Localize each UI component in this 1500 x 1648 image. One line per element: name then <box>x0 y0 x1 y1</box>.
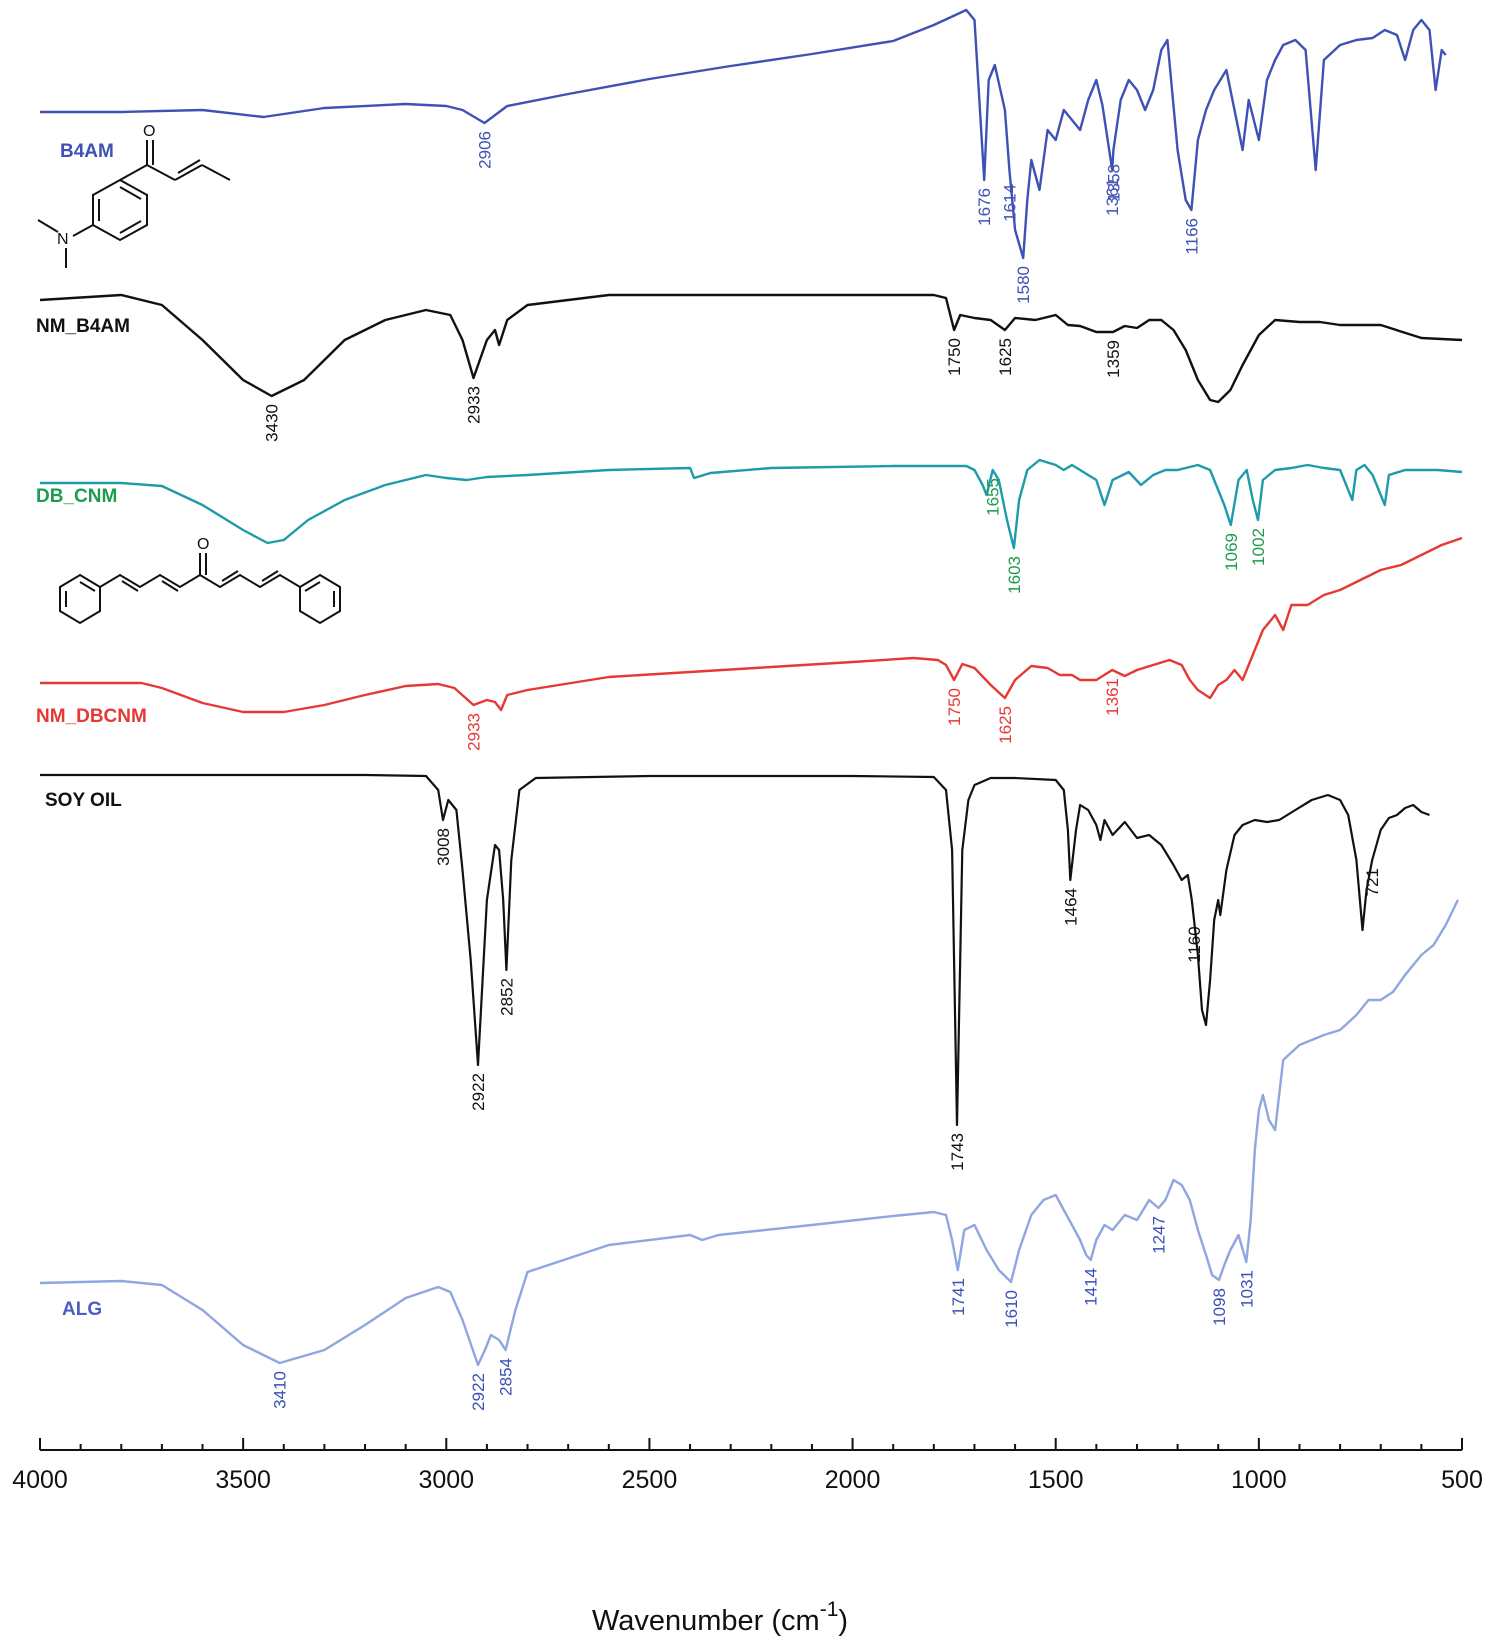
peak-label: 1247 <box>1150 1216 1169 1254</box>
spectrum-line-alg <box>39 899 1459 1367</box>
series-name-db-cnm: DB_CNM <box>36 486 117 507</box>
series-name-nm-dbcnm: NM_DBCNM <box>36 706 147 727</box>
x-tick-label: 3000 <box>418 1466 474 1494</box>
x-tick-label: 4000 <box>12 1466 68 1494</box>
b4am-methyl-bond <box>37 219 59 233</box>
peak-label: 1610 <box>1002 1290 1021 1328</box>
peak-label: 1414 <box>1082 1268 1101 1306</box>
peak-label: 1358 <box>1104 164 1123 202</box>
series-layer <box>39 8 1463 1367</box>
x-tick-label: 1500 <box>1028 1466 1084 1494</box>
peak-label: 1743 <box>948 1133 967 1171</box>
b4am-chain-bond <box>146 164 176 181</box>
b4am-chain-double-bond <box>177 159 201 174</box>
b4am-amine-bond <box>72 224 94 237</box>
series-name-alg: ALG <box>62 1299 102 1320</box>
b4am-carbonyl-bond <box>119 164 148 181</box>
x-axis-title: Wavenumber (cm-1) <box>592 1598 848 1637</box>
series-name-nm-b4am: NM_B4AM <box>36 316 130 337</box>
peak-label: 1031 <box>1237 1270 1256 1308</box>
peak-label: 1750 <box>945 688 964 726</box>
peak-label: 2933 <box>465 386 484 424</box>
x-tick-label: 2500 <box>622 1466 678 1494</box>
b4am-structure: O N <box>37 123 231 268</box>
x-tick-label: 3500 <box>215 1466 271 1494</box>
series-name-b4am: B4AM <box>60 141 114 162</box>
spectrum-line-nm-dbcnm <box>40 536 1463 714</box>
dbcnm-oxygen-label: O <box>197 536 209 553</box>
peak-label: 1361 <box>1103 178 1122 216</box>
x-axis: 4000 3500 3000 2500 2000 1500 1000 500 <box>12 1438 1483 1494</box>
peak-label: 2906 <box>476 131 495 169</box>
dbcnm-ring-double-bond <box>79 581 96 592</box>
peak-label: 1614 <box>1000 184 1019 222</box>
b4am-chain-bond <box>201 164 231 181</box>
peak-label: 1098 <box>1210 1288 1229 1326</box>
peak-label: 3430 <box>263 404 282 442</box>
peak-label: 3008 <box>434 828 453 866</box>
x-tick-label: 2000 <box>825 1466 881 1494</box>
peak-label: 1359 <box>1104 340 1123 378</box>
peak-label: 2852 <box>497 978 516 1016</box>
dbcnm-chain-double-bond <box>121 580 139 592</box>
peak-label: 1625 <box>996 706 1015 744</box>
dbcnm-right-phenyl-ring <box>299 573 341 625</box>
spectrum-line-soy-oil <box>40 773 1430 1127</box>
b4am-nitrogen-label: N <box>57 231 69 248</box>
peak-label: 1750 <box>945 338 964 376</box>
spectrum-line-b4am <box>40 8 1447 260</box>
peak-label: 1676 <box>975 188 994 226</box>
dbcnm-ring-double-bond <box>304 581 321 592</box>
peak-label: 1464 <box>1061 888 1080 926</box>
spectrum-line-nm-b4am <box>39 293 1463 404</box>
peak-label: 1580 <box>1014 266 1033 304</box>
b4am-benzene-ring <box>92 178 148 242</box>
peak-label: 1655 <box>984 478 1003 516</box>
dbcnm-right-chain <box>199 573 301 589</box>
series-name-soy-oil: SOY OIL <box>45 790 122 811</box>
peak-label: 2854 <box>497 1358 516 1396</box>
dbcnm-structure: O <box>59 536 341 625</box>
dbcnm-chain-double-bond <box>221 570 239 582</box>
spectrum-line-db-cnm <box>40 458 1463 550</box>
peak-label: 1166 <box>1182 218 1201 255</box>
x-tick-label: 500 <box>1441 1466 1483 1494</box>
b4am-oxygen-label: O <box>143 123 155 140</box>
x-tick-label: 1000 <box>1231 1466 1287 1494</box>
series-names-layer: B4AM NM_B4AM DB_CNM NM_DBCNM SOY OIL ALG <box>36 141 147 1320</box>
peak-label: 1160 <box>1185 926 1204 963</box>
peak-label: 721 <box>1363 868 1382 896</box>
b4am-ring-double-bond <box>119 186 142 200</box>
dbcnm-chain-double-bond <box>261 570 279 582</box>
peak-label: 2922 <box>469 1373 488 1411</box>
dbcnm-chain-double-bond <box>161 580 179 592</box>
peak-label: 1741 <box>949 1278 968 1316</box>
peak-label: 3410 <box>271 1371 290 1409</box>
peak-label: 1069 <box>1222 533 1241 571</box>
peak-label: 1361 <box>1103 678 1122 716</box>
b4am-ring-double-bond <box>119 220 142 234</box>
peak-label: 2933 <box>465 713 484 751</box>
peak-label: 2922 <box>469 1073 488 1111</box>
dbcnm-left-chain <box>99 573 201 589</box>
peak-label: 1603 <box>1005 556 1024 594</box>
b4am-chain-bond <box>174 164 203 181</box>
peak-label: 1625 <box>996 338 1015 376</box>
peak-label: 1002 <box>1249 528 1268 566</box>
